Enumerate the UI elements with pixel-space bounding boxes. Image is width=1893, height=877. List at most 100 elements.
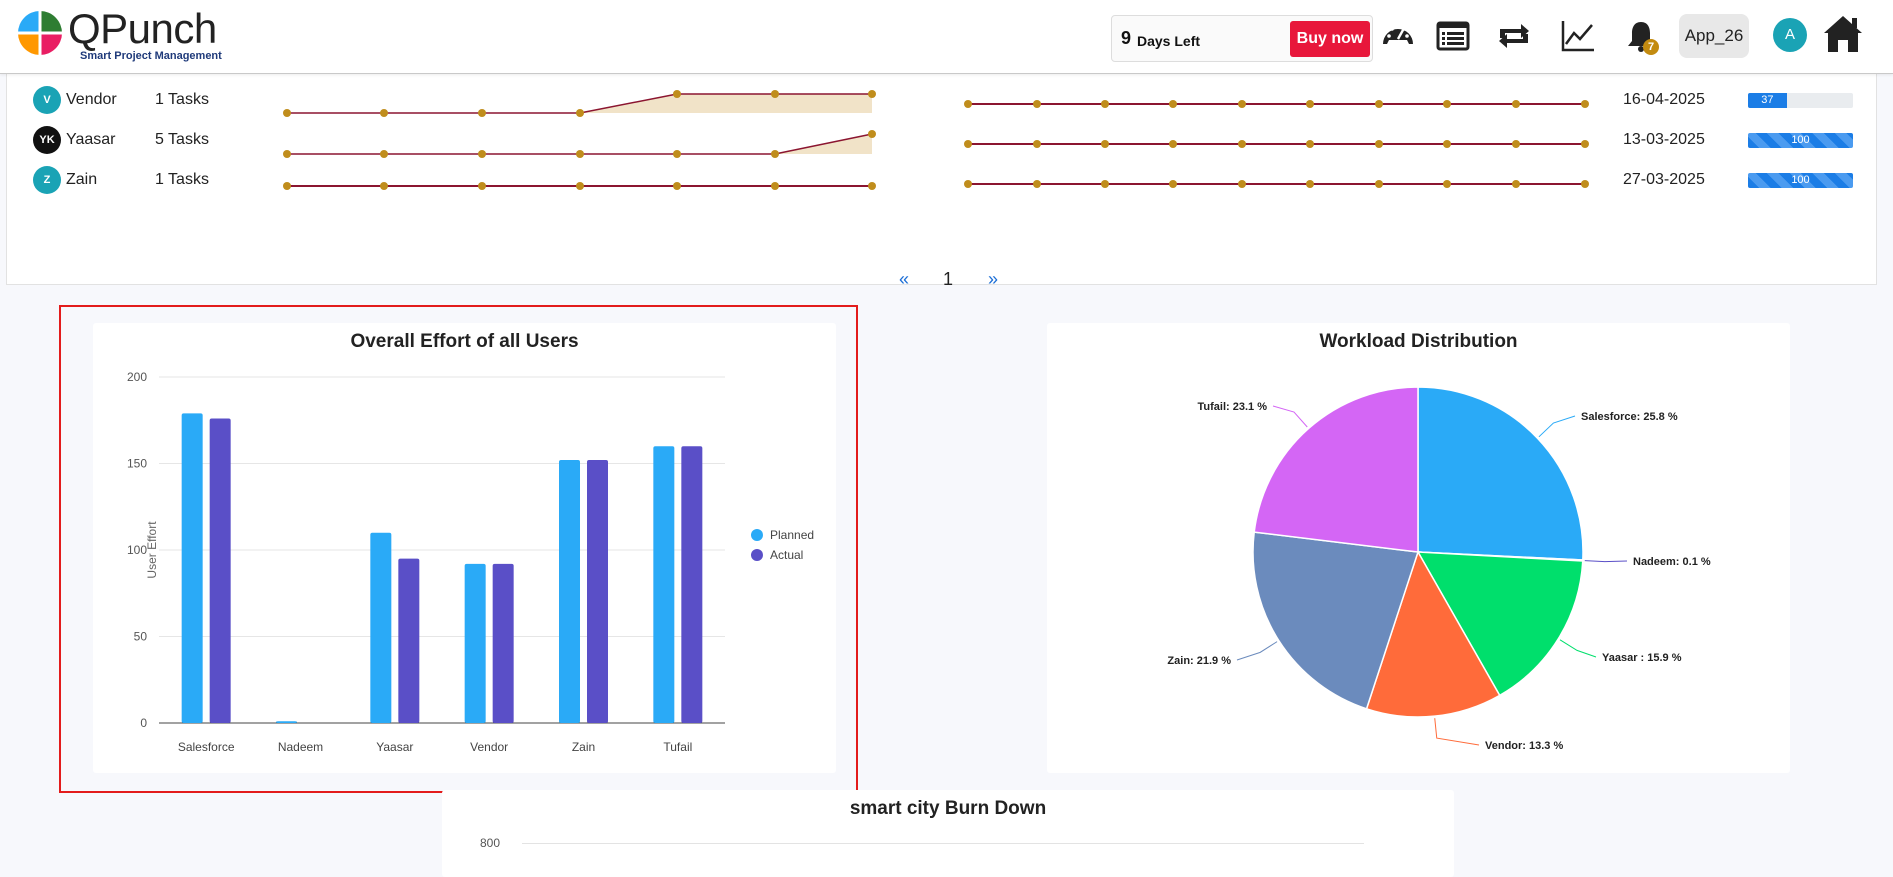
- x-tick-label: Yaasar: [376, 740, 413, 754]
- user-avatar[interactable]: A: [1773, 18, 1807, 52]
- sparkline-point: [1581, 140, 1589, 148]
- dashboard-icon[interactable]: [1380, 18, 1416, 54]
- sparkline-point: [673, 150, 681, 158]
- sparkline-point: [868, 130, 876, 138]
- bar-planned[interactable]: [276, 721, 297, 723]
- pie-slice-label: Tufail: 23.1 %: [1198, 401, 1268, 413]
- sparkline-point: [283, 182, 291, 190]
- avatar: Z: [33, 166, 61, 194]
- trial-days-count: 9: [1121, 28, 1132, 48]
- y-tick-label: 100: [127, 543, 147, 557]
- sparkline-point: [1238, 100, 1246, 108]
- bar-planned[interactable]: [181, 413, 203, 723]
- sparkline-point: [1581, 100, 1589, 108]
- trial-banner: 9 Days Left Buy now: [1111, 15, 1373, 62]
- bar-actual[interactable]: [587, 460, 608, 723]
- y-tick-label: 150: [127, 457, 147, 471]
- avatar: V: [33, 86, 61, 114]
- sparkline-point: [964, 180, 972, 188]
- sparkline-point: [1169, 140, 1177, 148]
- sparkline-point: [1512, 140, 1520, 148]
- user-name: Zain: [66, 171, 98, 188]
- table-row: Z Zain 1 Tasks 27-03-2025 100: [7, 162, 1878, 198]
- user-name: Vendor: [66, 91, 117, 108]
- trend-icon[interactable]: [1560, 18, 1596, 54]
- sparkline-point: [283, 150, 291, 158]
- progress-bar-fill: 100: [1748, 173, 1853, 188]
- sparkline-point: [1238, 180, 1246, 188]
- home-icon[interactable]: [1822, 14, 1864, 54]
- pagination-next-button[interactable]: »: [988, 269, 999, 289]
- bar-actual[interactable]: [209, 418, 231, 723]
- legend-swatch: [751, 529, 763, 541]
- bar-actual[interactable]: [398, 558, 420, 723]
- sparkline-point: [1101, 180, 1109, 188]
- sparkline-point: [380, 182, 388, 190]
- pie-leader-line: [1584, 560, 1628, 563]
- pie-slice[interactable]: [1365, 550, 1501, 718]
- table-row: YK Yaasar 5 Tasks 13-03-2025 100: [7, 122, 1878, 158]
- due-date: 13-03-2025: [1623, 131, 1705, 148]
- app-selector-button[interactable]: App_26: [1679, 14, 1749, 58]
- sparkline-point: [673, 182, 681, 190]
- burndown-chart-title: smart city Burn Down: [849, 798, 1047, 819]
- planned-trend-sparkline: [283, 182, 876, 190]
- workload-chart-card: Workload Distribution Salesforce: 25.8 %…: [1047, 323, 1790, 773]
- sparkline-point: [283, 109, 291, 117]
- pie-slice[interactable]: [1416, 551, 1584, 697]
- progress-bar: 100: [1748, 133, 1853, 148]
- y-tick-label: 200: [127, 370, 147, 384]
- repeat-icon[interactable]: [1496, 18, 1532, 54]
- burndown-gridline: [522, 843, 1364, 844]
- bar-planned[interactable]: [559, 460, 580, 723]
- buy-now-button[interactable]: Buy now: [1290, 21, 1370, 57]
- bar-actual[interactable]: [681, 446, 703, 723]
- legend-label[interactable]: Planned: [770, 528, 814, 542]
- pie-leader-line: [1236, 641, 1278, 661]
- pie-leader-line: [1434, 718, 1480, 746]
- trial-days-text: Days Left: [1137, 33, 1201, 49]
- sparkline-point: [868, 90, 876, 98]
- due-date: 16-04-2025: [1623, 91, 1705, 108]
- actual-trend-sparkline: [964, 180, 1589, 188]
- legend-swatch: [751, 549, 763, 561]
- top-header: QPunch Smart Project Management 9 Days L…: [0, 0, 1893, 74]
- pie-leader-line: [1272, 405, 1308, 428]
- bar-planned[interactable]: [464, 563, 486, 723]
- burndown-y-tick: 800: [480, 836, 501, 850]
- list-icon[interactable]: [1435, 18, 1471, 54]
- sparkline-point: [478, 150, 486, 158]
- sparkline-point: [1375, 100, 1383, 108]
- pie-slice[interactable]: [1252, 531, 1419, 710]
- sparkline-point: [1443, 180, 1451, 188]
- sparkline-point: [1033, 180, 1041, 188]
- bar-actual[interactable]: [492, 563, 514, 723]
- sparkline-point: [964, 100, 972, 108]
- pie-slice[interactable]: [1417, 386, 1584, 561]
- sparkline-point: [1033, 100, 1041, 108]
- progress-bar: 100: [1748, 173, 1853, 188]
- progress-bar: 37: [1748, 93, 1853, 108]
- planned-trend-sparkline: [283, 130, 876, 158]
- pagination-prev-button[interactable]: «: [899, 269, 910, 289]
- effort-bar-chart: 0 50 100 150 200 User Effort Salesforce Nadeem Y…: [127, 370, 814, 754]
- sparkline-point: [1306, 140, 1314, 148]
- sparkline-point: [576, 150, 584, 158]
- sparkline-point: [1169, 100, 1177, 108]
- sparkline-point: [1512, 100, 1520, 108]
- avatar: YK: [33, 126, 61, 154]
- legend-label[interactable]: Actual: [770, 548, 803, 562]
- sparkline-point: [1238, 140, 1246, 148]
- progress-bar-fill: 100: [1748, 133, 1853, 148]
- bar-planned[interactable]: [370, 532, 392, 723]
- pagination-page-1[interactable]: 1: [943, 269, 954, 289]
- x-tick-label: Tufail: [663, 740, 692, 754]
- user-name: Yaasar: [66, 131, 116, 148]
- x-tick-label: Nadeem: [278, 740, 323, 754]
- pie-slice[interactable]: [1253, 386, 1419, 553]
- pie-leader-line: [1538, 415, 1576, 438]
- pie-slice-label: Salesforce: 25.8 %: [1581, 411, 1678, 423]
- bar-planned[interactable]: [653, 446, 675, 723]
- sparkline-point: [1375, 140, 1383, 148]
- workload-pie-chart: Salesforce: 25.8 % Nadeem: 0.1 % Yaasar : …: [1167, 386, 1711, 752]
